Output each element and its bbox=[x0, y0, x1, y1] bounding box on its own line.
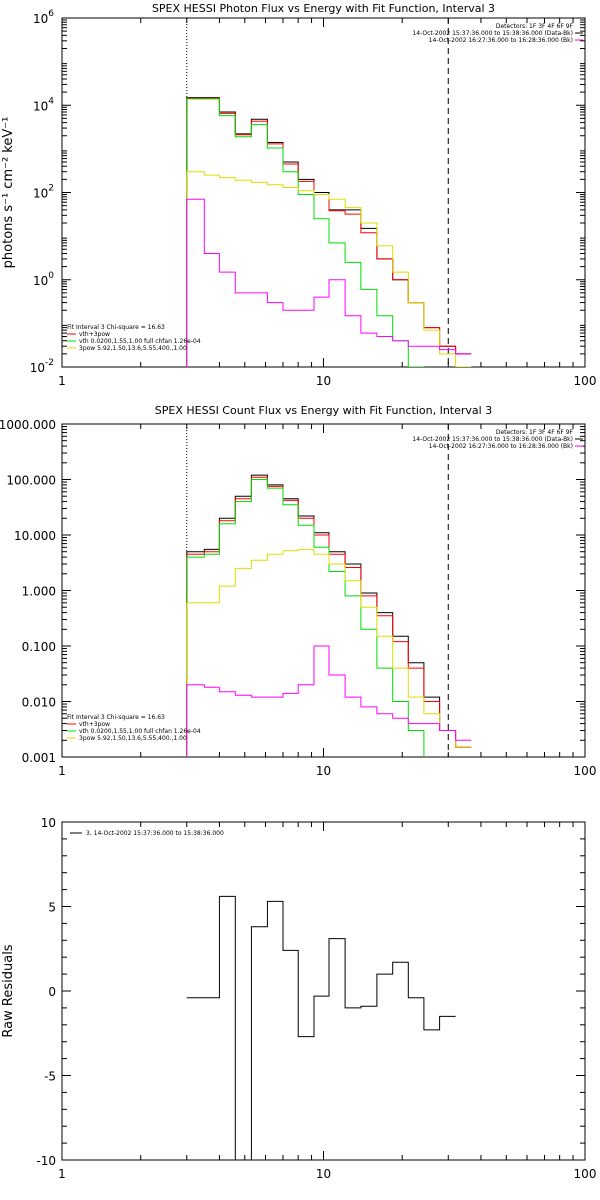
series-bk bbox=[186, 645, 472, 757]
legend-top-right-line: Detectors: 1F 3F 4F 6F 9F bbox=[496, 429, 574, 436]
y-tick-label: 100.000 bbox=[6, 474, 56, 488]
chart-panel-3: 1 10 100 -10 -5 0 5 10 Raw Residuals 3, 14-Oct-20… bbox=[1, 816, 596, 1181]
legend-bottom-left-line: 3pow 5.92,1.50,13.6,5.55,400.,1.00 bbox=[79, 735, 187, 742]
y-tick-label: -5 bbox=[44, 1070, 56, 1084]
plot-frame bbox=[61, 821, 586, 1161]
legend-top-right-line: 14-Oct-2002 15:37:36.000 to 15:38:36.000… bbox=[412, 30, 573, 37]
x-tick-label: 10 bbox=[316, 764, 331, 778]
series-data-bk bbox=[186, 474, 472, 757]
y-tick-label: 106 bbox=[33, 9, 54, 26]
plot-frame bbox=[61, 423, 586, 758]
legend-bottom-left-line: vth 0.0200,1.55,1.00 full chfan 1.26e-04 bbox=[79, 338, 201, 345]
x-tick-label: 1 bbox=[58, 374, 66, 388]
chart-title: SPEX HESSI Count Flux vs Energy with Fit… bbox=[155, 404, 492, 417]
legend-bottom-left-line: 3pow 5.92,1.50,13.6,5.55,400.,1.00 bbox=[79, 345, 187, 352]
y-axis-label: photons s⁻¹ cm⁻² keV⁻¹ bbox=[1, 117, 16, 269]
y-tick-label: 5 bbox=[48, 901, 56, 915]
x-tick-label: 1 bbox=[58, 1167, 66, 1181]
y-tick-label: 104 bbox=[33, 96, 54, 113]
y-axis-label: Raw Residuals bbox=[1, 944, 16, 1037]
legend-top-right-line: Detectors: 1F 3F 4F 6F 9F bbox=[496, 23, 574, 30]
x-tick-label: 10 bbox=[316, 1167, 331, 1181]
chart-panel-2: SPEX HESSI Count Flux vs Energy with Fit… bbox=[0, 404, 596, 778]
y-tick-label: 10 bbox=[41, 816, 56, 830]
y-tick-label: 100 bbox=[33, 271, 54, 288]
chart-title: SPEX HESSI Photon Flux vs Energy with Fi… bbox=[152, 2, 495, 15]
x-tick-label: 100 bbox=[574, 764, 597, 778]
x-tick-label: 100 bbox=[574, 374, 597, 388]
legend-bottom-left-line: vth+3pow bbox=[79, 331, 110, 338]
y-tick-label: -10 bbox=[36, 1154, 56, 1168]
legend-top-right-line: 14-Oct-2002 16:27:36.000 to 16:28:36.000… bbox=[429, 37, 573, 44]
y-tick-label: 102 bbox=[33, 184, 54, 201]
legend-bottom-left-line: vth+3pow bbox=[79, 721, 110, 728]
y-tick-label: 1000.000 bbox=[0, 418, 56, 432]
y-tick-label: 10.000 bbox=[14, 529, 56, 543]
y-tick-label: 0 bbox=[48, 985, 56, 999]
series-3pow bbox=[186, 548, 472, 757]
legend-bottom-left-line: Fit Interval 3 Chi-square = 16.63 bbox=[67, 324, 165, 331]
legend-bottom-left-line: vth 0.0200,1.55,1.00 full chfan 1.26e-04 bbox=[79, 728, 201, 735]
legend-bottom-left-line: Fit Interval 3 Chi-square = 16.63 bbox=[67, 714, 165, 721]
series-3pow bbox=[186, 171, 472, 367]
series-vth bbox=[186, 479, 425, 757]
x-tick-label: 10 bbox=[316, 374, 331, 388]
y-tick-label: 0.001 bbox=[22, 751, 56, 765]
series-residuals bbox=[186, 895, 456, 1160]
legend-top-right-line: 14-Oct-2002 15:37:36.000 to 15:38:36.000… bbox=[412, 436, 573, 443]
legend-top-right-line: 14-Oct-2002 16:27:36.000 to 16:28:36.000… bbox=[429, 443, 573, 450]
y-tick-label: 1.000 bbox=[22, 585, 56, 599]
x-tick-label: 100 bbox=[574, 1167, 597, 1181]
legend-top-left-line: 3, 14-Oct-2002 15:37:36.000 to 15:38:36.… bbox=[86, 830, 224, 837]
series-vth bbox=[186, 98, 425, 367]
series-vth-3pow bbox=[186, 476, 472, 757]
y-tick-label: 0.010 bbox=[22, 696, 56, 710]
y-tick-label: 10-2 bbox=[30, 358, 54, 375]
y-tick-label: 0.100 bbox=[22, 640, 56, 654]
series-bk bbox=[186, 198, 472, 367]
chart-panel-1: SPEX HESSI Photon Flux vs Energy with Fi… bbox=[1, 2, 596, 388]
x-tick-label: 1 bbox=[58, 764, 66, 778]
